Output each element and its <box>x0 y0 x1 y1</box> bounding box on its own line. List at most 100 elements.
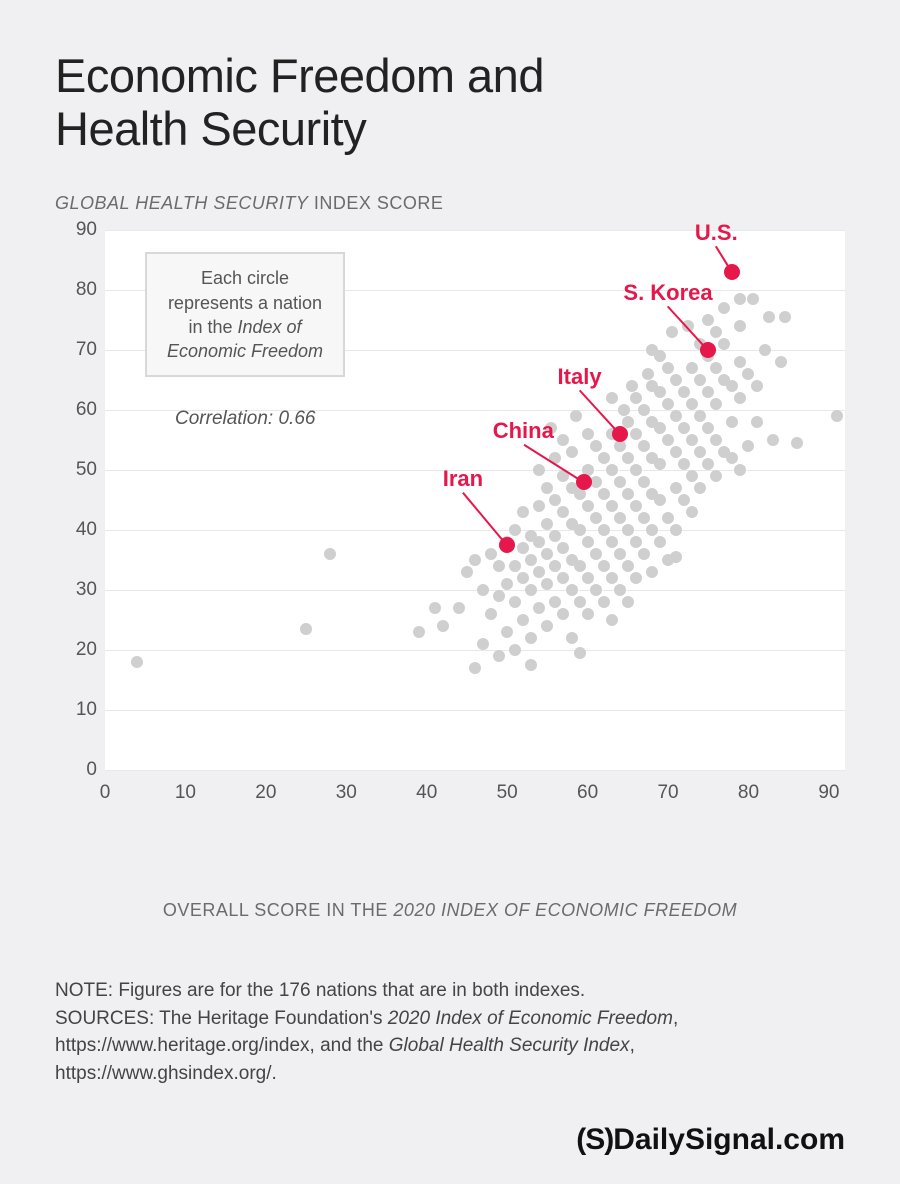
data-point <box>525 659 537 671</box>
data-point <box>694 374 706 386</box>
data-point <box>638 548 650 560</box>
note-line-3-post: , <box>630 1035 635 1056</box>
data-point <box>638 440 650 452</box>
brand-name: DailySignal.com <box>613 1123 845 1156</box>
y-axis-title-rest: INDEX SCORE <box>308 193 443 213</box>
data-point <box>670 551 682 563</box>
x-tick-label: 10 <box>175 782 196 804</box>
y-tick-label: 10 <box>55 699 97 721</box>
data-point <box>614 548 626 560</box>
data-point <box>642 368 654 380</box>
data-point <box>662 398 674 410</box>
data-point <box>533 566 545 578</box>
data-point <box>300 623 312 635</box>
data-point <box>533 536 545 548</box>
data-point <box>501 626 513 638</box>
data-point <box>549 596 561 608</box>
data-point <box>590 584 602 596</box>
data-point <box>630 536 642 548</box>
data-point <box>662 512 674 524</box>
note-line-2-em: 2020 Index of Economic Freedom <box>388 1008 673 1029</box>
title-line-2: Health Security <box>55 102 366 155</box>
highlight-label: U.S. <box>695 220 738 246</box>
data-point <box>638 404 650 416</box>
note-line-3-em: Global Health Security Index <box>389 1035 630 1056</box>
data-point <box>469 554 481 566</box>
scatter-chart: Each circle represents a nation in the I… <box>55 230 845 830</box>
y-tick-label: 90 <box>55 219 97 241</box>
legend-line-3-em: Index of <box>238 317 302 337</box>
data-point <box>726 452 738 464</box>
title-line-1: Economic Freedom and <box>55 49 544 102</box>
data-point <box>590 440 602 452</box>
data-point <box>751 380 763 392</box>
data-point <box>734 320 746 332</box>
data-point <box>413 626 425 638</box>
data-point <box>574 647 586 659</box>
data-point <box>557 542 569 554</box>
data-point <box>549 560 561 572</box>
data-point <box>469 662 481 674</box>
data-point <box>638 476 650 488</box>
y-tick-label: 80 <box>55 279 97 301</box>
data-point <box>751 416 763 428</box>
highlight-label: Italy <box>558 364 602 390</box>
data-point <box>646 524 658 536</box>
data-point <box>566 632 578 644</box>
data-point <box>686 362 698 374</box>
data-point <box>557 434 569 446</box>
data-point <box>670 446 682 458</box>
plot-area: Each circle represents a nation in the I… <box>105 230 845 770</box>
data-point <box>582 428 594 440</box>
highlight-point <box>576 474 592 490</box>
data-point <box>734 356 746 368</box>
data-point <box>509 560 521 572</box>
data-point <box>131 656 143 668</box>
y-tick-label: 30 <box>55 579 97 601</box>
data-point <box>541 482 553 494</box>
data-point <box>606 536 618 548</box>
x-tick-label: 70 <box>657 782 678 804</box>
y-tick-label: 70 <box>55 339 97 361</box>
data-point <box>574 524 586 536</box>
data-point <box>517 542 529 554</box>
data-point <box>710 470 722 482</box>
data-point <box>533 602 545 614</box>
data-point <box>566 446 578 458</box>
data-point <box>702 422 714 434</box>
data-point <box>598 560 610 572</box>
data-point <box>590 548 602 560</box>
data-point <box>686 434 698 446</box>
y-tick-label: 40 <box>55 519 97 541</box>
data-point <box>525 584 537 596</box>
data-point <box>582 536 594 548</box>
data-point <box>670 374 682 386</box>
data-point <box>453 602 465 614</box>
data-point <box>718 302 730 314</box>
data-point <box>734 464 746 476</box>
data-point <box>654 536 666 548</box>
data-point <box>759 344 771 356</box>
data-point <box>718 338 730 350</box>
data-point <box>614 512 626 524</box>
data-point <box>702 458 714 470</box>
data-point <box>429 602 441 614</box>
x-axis-title-em: 2020 INDEX OF ECONOMIC FREEDOM <box>393 900 737 920</box>
notes-block: NOTE: Figures are for the 176 nations th… <box>55 977 845 1087</box>
data-point <box>686 470 698 482</box>
x-tick-label: 30 <box>336 782 357 804</box>
gridline <box>105 530 845 531</box>
data-point <box>598 488 610 500</box>
data-point <box>606 392 618 404</box>
x-tick-label: 80 <box>738 782 759 804</box>
highlight-label: Iran <box>443 466 483 492</box>
data-point <box>747 293 759 305</box>
note-line-2-pre: SOURCES: The Heritage Foundation's <box>55 1008 388 1029</box>
y-tick-label: 60 <box>55 399 97 421</box>
data-point <box>598 524 610 536</box>
note-line-4: https://www.ghsindex.org/. <box>55 1063 277 1084</box>
y-tick-label: 0 <box>55 759 97 781</box>
data-point <box>670 524 682 536</box>
data-point <box>662 434 674 446</box>
data-point <box>570 410 582 422</box>
